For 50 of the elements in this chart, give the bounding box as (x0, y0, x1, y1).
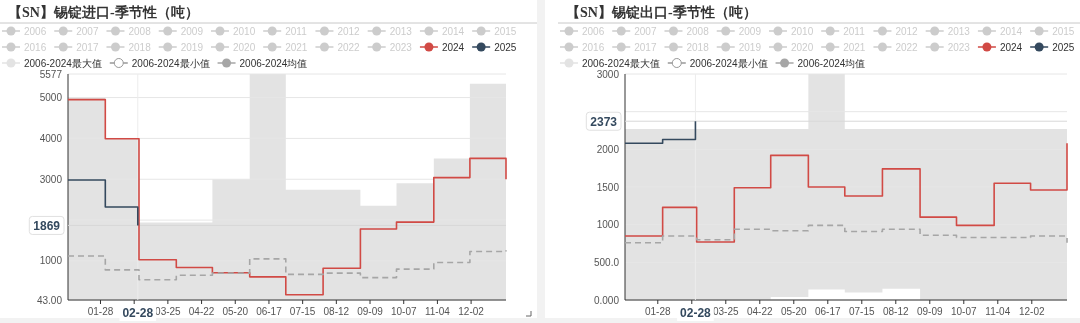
legend-label: 2006-2024最大值 (24, 57, 102, 69)
x-tick-label: 09-09 (357, 306, 384, 317)
legend-label: 2006-2024最小值 (131, 57, 210, 69)
legend-label: 2025 (1052, 41, 1075, 53)
legend-label: 2024 (999, 41, 1023, 53)
x-tick-label: 10-07 (390, 306, 417, 317)
x-tick-label: 08-12 (883, 306, 910, 317)
x-tick-label: 06-17 (256, 306, 283, 317)
ref-line-label: 1869 (33, 218, 61, 233)
x-tick-label: 09-09 (917, 306, 944, 317)
x-tick-label: 07-15 (849, 306, 876, 317)
x-tick-label: 11-04 (985, 306, 1011, 317)
legend-label: 2024 (441, 41, 465, 53)
y-tick-label: 1000 (39, 255, 63, 267)
x-tick-label: 04-22 (747, 306, 774, 317)
x-tick-label: 10-07 (951, 306, 978, 317)
chart-title: 【SN】锡锭出口-季节性（吨） (566, 4, 757, 20)
y-tick-label: 5577 (39, 68, 63, 80)
y-tick-label: 1500 (596, 181, 620, 193)
legend-label: 2006-2024均值 (239, 57, 308, 69)
legend-label: 2006-2024最小值 (689, 57, 768, 69)
y-tick-label: 500.0 (593, 256, 620, 268)
x-tick-label: 12-02 (458, 306, 485, 317)
y-tick-label: 2000 (596, 143, 620, 155)
y-tick-label: 5000 (39, 92, 63, 104)
y-tick-label: 1000 (596, 219, 620, 231)
y-tick-label: 43.00 (36, 294, 63, 306)
legend-label: 2006-2024均值 (797, 57, 866, 69)
y-tick-label: 3000 (39, 173, 63, 185)
x-tick-label: 01-28 (645, 306, 672, 317)
x-tick-label: 07-15 (289, 306, 316, 317)
y-tick-label: 4000 (39, 132, 63, 144)
y-tick-label: 0.000 (593, 294, 620, 306)
x-tick-label: 05-20 (222, 306, 249, 317)
x-tick-label: 08-12 (323, 306, 350, 317)
ref-line-label: 2373 (590, 114, 618, 129)
x-tick-label: 03-25 (713, 306, 740, 317)
x-tick-label: 12-02 (1019, 306, 1046, 317)
legend-label: 2006-2024最大值 (582, 57, 660, 69)
chart-title: 【SN】锡锭进口-季节性（吨） (8, 4, 199, 20)
ref-line-label: 02-28 (122, 306, 154, 320)
legend-label: 2025 (494, 41, 517, 53)
x-tick-label: 04-22 (188, 306, 215, 317)
x-tick-label: 11-04 (424, 306, 451, 317)
ref-line-label: 02-28 (680, 306, 712, 320)
x-tick-label: 06-17 (815, 306, 842, 317)
x-tick-label: 03-25 (155, 306, 182, 317)
x-tick-label: 05-20 (781, 306, 808, 317)
x-tick-label: 01-28 (87, 306, 114, 317)
y-tick-label: 3000 (596, 68, 620, 80)
